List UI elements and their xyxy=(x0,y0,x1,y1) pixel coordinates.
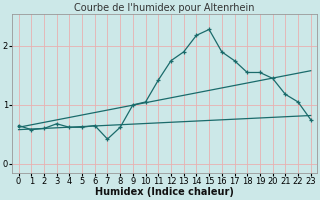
Title: Courbe de l'humidex pour Altenrhein: Courbe de l'humidex pour Altenrhein xyxy=(74,3,255,13)
X-axis label: Humidex (Indice chaleur): Humidex (Indice chaleur) xyxy=(95,187,234,197)
